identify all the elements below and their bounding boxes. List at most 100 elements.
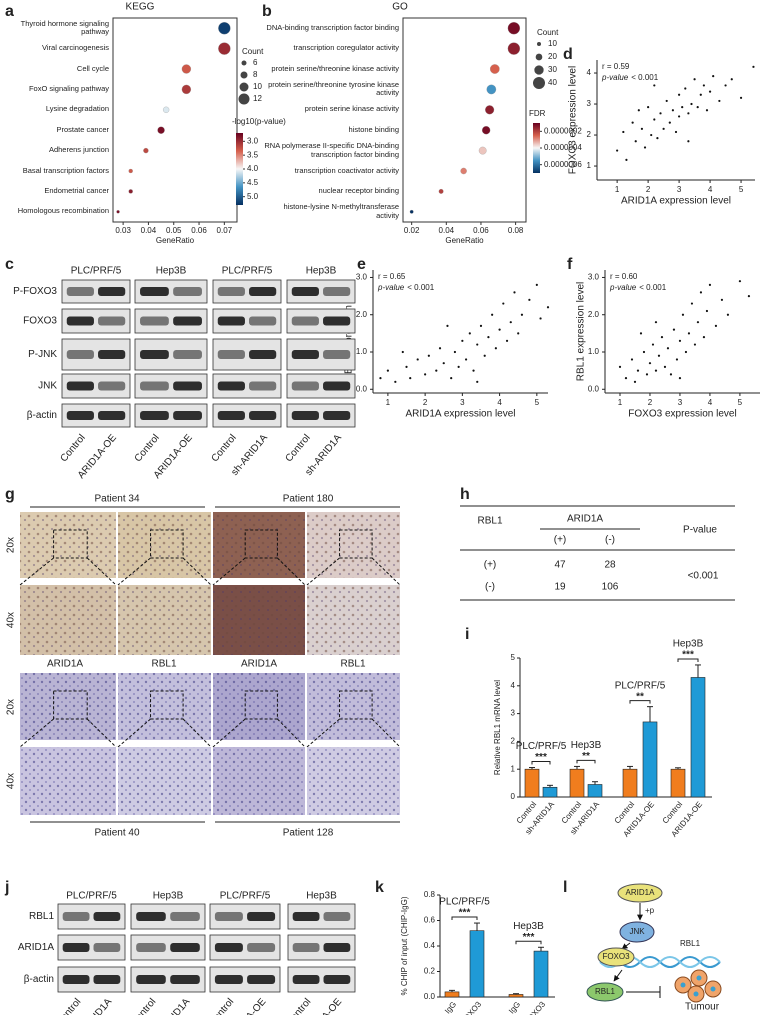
point <box>476 380 479 383</box>
p-value: < 0.001 <box>639 283 666 292</box>
x-tick-label: 3 <box>678 398 683 407</box>
blot-band <box>93 912 121 921</box>
panel-label: h <box>460 486 470 503</box>
blot-band <box>291 287 319 296</box>
y-tick-label: 0.8 <box>424 890 436 899</box>
zoom-line <box>86 557 117 586</box>
panel-label: i <box>465 626 469 643</box>
point <box>720 298 724 301</box>
blot-band <box>66 381 94 391</box>
point <box>666 347 670 350</box>
y-tick-label: 3 <box>511 709 516 718</box>
significance-bracket <box>629 700 651 704</box>
node-label: RBL1 <box>595 987 616 996</box>
protein-label: RBL1 <box>29 911 54 922</box>
x-tick-label: 1 <box>618 398 623 407</box>
blot-band <box>136 943 166 952</box>
blot-band <box>217 316 245 326</box>
point <box>639 332 643 335</box>
category-label: nuclear receptor binding <box>318 186 399 196</box>
stain-label: RBL1 <box>340 659 365 670</box>
lane-label: Control <box>54 997 83 1015</box>
dot <box>490 64 500 74</box>
cell-line: Hep3B <box>156 266 187 277</box>
zoom-line <box>182 718 212 748</box>
dot <box>460 167 467 175</box>
x-tick-label: 0.06 <box>191 226 207 235</box>
colorbar-label: 3.0 <box>247 136 259 145</box>
group-label: Hep3B <box>673 639 704 650</box>
blot-band <box>217 411 245 420</box>
dot <box>162 106 170 113</box>
dot <box>507 22 521 35</box>
lane-label: Control <box>210 433 239 465</box>
blot-band <box>323 287 351 296</box>
zoom-line <box>277 718 306 748</box>
zoom-line <box>19 557 54 586</box>
x-axis-label: GeneRatio <box>156 236 195 245</box>
ihc-texture <box>118 585 211 655</box>
x-axis-label: GeneRatio <box>445 236 484 245</box>
blot-band <box>140 287 169 296</box>
point <box>438 347 442 350</box>
zoom-box <box>244 690 278 720</box>
point <box>678 376 682 380</box>
bar <box>533 950 549 998</box>
legend-label: 30 <box>548 65 557 74</box>
blot-box <box>130 903 206 930</box>
category-label-box: Endometrial cancer <box>44 186 109 195</box>
x-tick-label: 0.07 <box>217 226 233 235</box>
category-label: protein serine/threonine kinase activity <box>271 63 399 73</box>
blot-band <box>140 316 169 326</box>
zoom-line <box>306 557 340 586</box>
panel-label: g <box>5 486 15 503</box>
blot-band <box>247 912 276 921</box>
point <box>631 121 634 124</box>
blot-band <box>66 316 94 326</box>
point <box>730 78 733 81</box>
point <box>468 332 471 335</box>
blot-box <box>212 403 282 428</box>
point <box>483 354 486 357</box>
protein-label: JNK <box>38 381 57 392</box>
cell-line: PLC/PRF/5 <box>66 891 117 902</box>
legend-dot <box>535 53 543 61</box>
panel-label: l <box>563 879 567 896</box>
significance: ** <box>582 751 590 762</box>
point <box>517 332 520 335</box>
point <box>405 365 408 369</box>
blot-band <box>247 975 276 984</box>
table-cell: (+) <box>484 560 497 571</box>
panel-label: e <box>357 256 366 273</box>
node-label: FOXO3 <box>602 952 630 961</box>
point <box>546 306 550 309</box>
panel-label: j <box>4 879 9 896</box>
point <box>705 309 709 313</box>
protein-label: ARID1A <box>18 942 54 953</box>
point <box>681 106 684 109</box>
bar <box>587 784 603 798</box>
p-value: <0.001 <box>688 571 719 582</box>
blot-band <box>93 975 121 984</box>
panel-label: d <box>563 46 573 63</box>
blot-box <box>61 403 131 428</box>
blot-band <box>66 350 94 359</box>
point <box>724 84 727 87</box>
point <box>624 376 628 380</box>
blot-band <box>292 912 320 921</box>
blot-band <box>170 943 200 952</box>
zoom-box <box>339 690 373 720</box>
y-tick-label: 1 <box>587 161 592 170</box>
bar <box>524 768 540 798</box>
blot-band <box>93 943 121 952</box>
point <box>379 376 382 380</box>
x-tick-label: FOXO3 <box>523 999 548 1015</box>
blot-box <box>212 279 282 304</box>
blot-band <box>173 381 202 391</box>
point <box>687 112 690 115</box>
point <box>394 380 397 383</box>
zoom-line <box>117 718 151 748</box>
point <box>453 350 457 354</box>
legend-dot <box>533 77 545 89</box>
dot <box>438 188 444 194</box>
